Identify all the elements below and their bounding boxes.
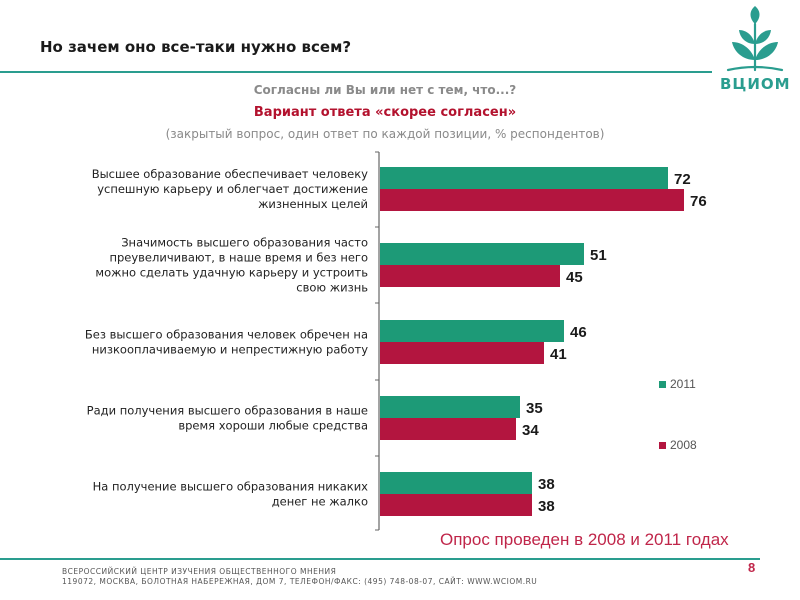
legend-swatch-2008 [659, 442, 666, 449]
data-label: 51 [590, 247, 607, 264]
question-text: Согласны ли Вы или нет с тем, что...? [253, 83, 517, 97]
footer-divider [0, 558, 760, 560]
data-label: 35 [526, 400, 543, 417]
footer-org-name: ВСЕРОССИЙСКИЙ ЦЕНТР ИЗУЧЕНИЯ ОБЩЕСТВЕННО… [62, 567, 337, 576]
bar-2011 [380, 167, 668, 189]
category-label: Ради получения высшего образования в наш… [87, 404, 368, 418]
category-label: Высшее образование обеспечивает человеку [92, 167, 368, 181]
category-label: успешную карьеру и облегчает достижение [97, 182, 368, 196]
data-label: 41 [550, 346, 567, 363]
data-label: 45 [566, 269, 583, 286]
category-label: Без высшего образования человек обречен … [85, 328, 368, 342]
category-label: свою жизнь [296, 281, 368, 295]
data-label: 38 [538, 498, 555, 515]
category-label: жизненных целей [258, 197, 368, 211]
data-label: 72 [674, 171, 691, 188]
category-label: время хороши любые средства [178, 419, 368, 433]
category-label: денег не жалко [272, 495, 368, 509]
bar-2008 [380, 418, 516, 440]
category-label: низкооплачиваемую и непрестижную работу [92, 343, 368, 357]
logo-text: ВЦИОМ [720, 75, 791, 93]
bar-2011 [380, 472, 532, 494]
bar-2008 [380, 342, 544, 364]
page-number: 8 [748, 560, 756, 575]
bar-2011 [380, 396, 520, 418]
answer-option-text: Вариант ответа «скорее согласен» [253, 105, 517, 120]
bar-2011 [380, 243, 584, 265]
wciom-logo-icon [726, 6, 784, 72]
survey-note: Опрос проведен в 2008 и 2011 годах [440, 530, 729, 549]
footer-address: 119072, МОСКВА, БОЛОТНАЯ НАБЕРЕЖНАЯ, ДОМ… [62, 577, 538, 586]
data-label: 38 [538, 476, 555, 493]
bar-2011 [380, 320, 564, 342]
data-label: 76 [690, 193, 707, 210]
category-label: преувеличивают, в наше время и без него [109, 251, 368, 265]
legend-swatch-2011 [659, 381, 666, 388]
category-label: можно сделать удачную карьеру и устроить [95, 266, 368, 280]
data-label: 34 [522, 422, 539, 439]
legend-label-2011: 2011 [670, 377, 696, 391]
header-divider [0, 71, 712, 73]
page-title: Но зачем оно все-таки нужно всем? [40, 38, 352, 56]
legend-label-2008: 2008 [670, 438, 697, 452]
bar-2008 [380, 265, 560, 287]
bar-2008 [380, 494, 532, 516]
bar-chart: Высшее образование обеспечивает человеку… [85, 151, 707, 531]
category-label: Значимость высшего образования часто [121, 236, 368, 250]
category-label: На получение высшего образования никаких [93, 480, 369, 494]
bar-2008 [380, 189, 684, 211]
question-note: (закрытый вопрос, один ответ по каждой п… [165, 127, 605, 141]
data-label: 46 [570, 324, 587, 341]
